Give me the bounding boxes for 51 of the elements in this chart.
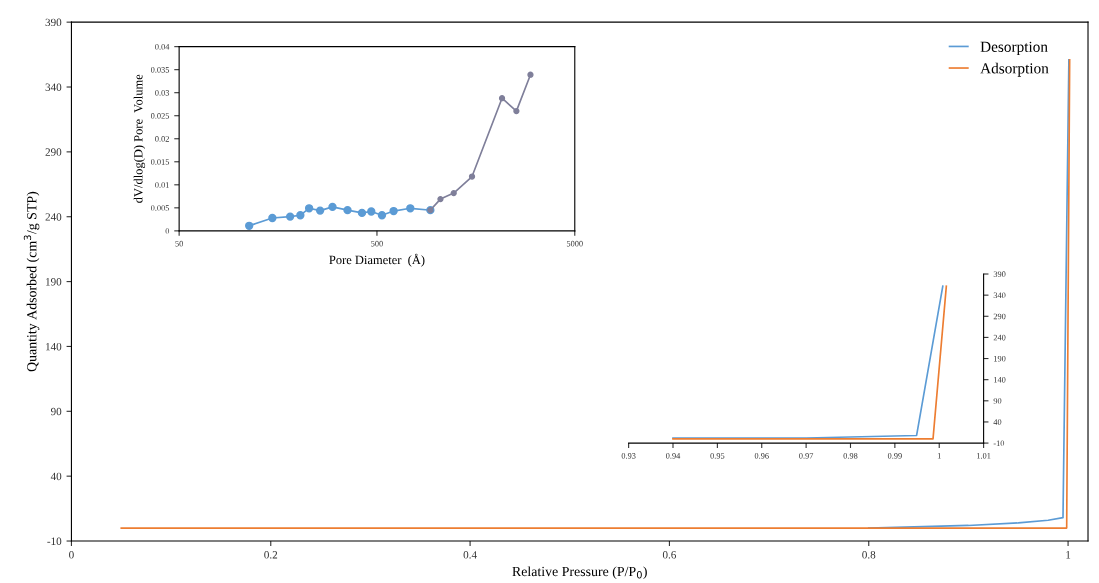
y-tick-label: 290: [45, 148, 62, 156]
y-tick-label: 390: [45, 18, 62, 27]
x-tick-label: 0.95: [710, 453, 725, 459]
y-tick-label: 140: [994, 377, 1006, 383]
x-tick-label: 1: [1066, 551, 1071, 559]
x-tick-label: 0.2: [264, 551, 278, 559]
y-tick-label: 0.04: [155, 43, 170, 50]
x-tick-label: 0.98: [843, 453, 858, 459]
y-tick-label: 40: [50, 472, 62, 481]
y-tick-label: 90: [993, 398, 1002, 404]
y-tick-label: 140: [46, 342, 62, 351]
y-tick-label: 240: [993, 334, 1006, 341]
legend-label: Desorption: [980, 41, 1048, 56]
legend-label: Adsorption: [980, 62, 1049, 77]
y-tick-label: 340: [993, 292, 1006, 299]
x-tick-label: 0: [69, 551, 74, 559]
y-tick-label: -10: [993, 440, 1005, 447]
x-tick-label: 0.8: [862, 551, 876, 559]
y-tick-label: 0.03: [155, 90, 170, 96]
x-tick-label: 0.6: [662, 551, 677, 559]
y-tick-label: 340: [45, 83, 62, 91]
x-tick-label: 1: [937, 453, 941, 459]
y-axis-title: Quantity Adsorbed (cm$^{3}$/g STP): [23, 191, 40, 372]
x-tick-label: 0.99: [887, 453, 902, 459]
y-tick-label: 40: [993, 419, 1002, 425]
y-tick-label: 190: [46, 278, 62, 286]
x-tick-label: 0.94: [666, 453, 681, 459]
x-axis-title: Pore Diameter (Å): [329, 253, 425, 267]
y-tick-label: -10: [47, 537, 62, 545]
y-tick-label: 240: [45, 213, 62, 221]
y-tick-label: 290: [993, 313, 1006, 320]
x-tick-label: 5000: [566, 240, 583, 247]
y-axis-title: dV/dlog(D) Pore Volume: [133, 74, 146, 203]
x-tick-label: 50: [175, 240, 183, 247]
y-tick-label: 0.01: [155, 182, 169, 188]
y-tick-label: 0.035: [150, 67, 170, 73]
y-tick-label: 0.02: [155, 136, 169, 142]
y-tick-label: 90: [50, 407, 62, 416]
x-tick-label: 0.96: [754, 453, 769, 459]
x-tick-label: 0.4: [463, 551, 477, 559]
x-axis-title: Relative Pressure (P/P$_{0}$): [512, 566, 647, 579]
x-tick-label: 0.93: [621, 453, 636, 459]
y-tick-label: 390: [993, 271, 1006, 277]
y-tick-label: 0: [165, 228, 170, 234]
x-tick-label: 0.97: [799, 453, 814, 459]
x-tick-label: 500: [371, 240, 383, 247]
y-tick-label: 0.015: [150, 159, 170, 165]
y-tick-label: 0.025: [150, 113, 170, 119]
x-tick-label: 1.01: [977, 453, 991, 459]
y-tick-label: 190: [994, 355, 1006, 362]
y-tick-label: 0.005: [150, 205, 170, 211]
